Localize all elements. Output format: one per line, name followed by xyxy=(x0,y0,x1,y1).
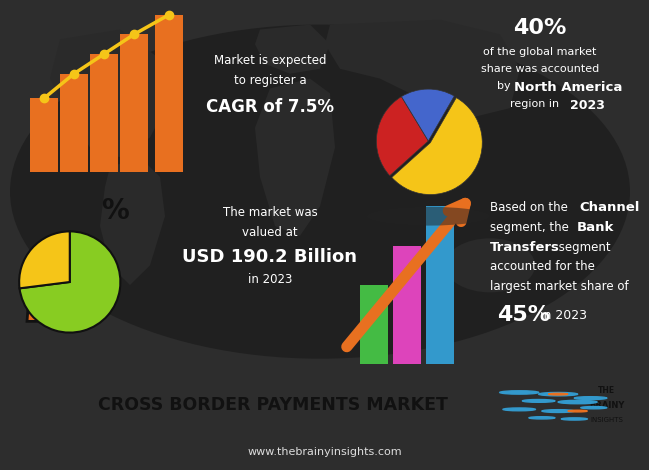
Text: CAGR of 7.5%: CAGR of 7.5% xyxy=(206,98,334,116)
Circle shape xyxy=(558,400,597,404)
Text: Transfers: Transfers xyxy=(490,241,560,254)
Polygon shape xyxy=(50,30,170,157)
Ellipse shape xyxy=(10,24,630,359)
Circle shape xyxy=(500,391,539,394)
Text: 45%: 45% xyxy=(497,305,550,325)
Text: in 2023: in 2023 xyxy=(248,273,292,286)
Text: to register a: to register a xyxy=(234,74,306,86)
Polygon shape xyxy=(255,24,330,74)
Text: segment, the: segment, the xyxy=(490,221,572,234)
Text: USD 190.2 Billion: USD 190.2 Billion xyxy=(182,248,358,266)
Text: Channel: Channel xyxy=(579,202,639,214)
Text: North America: North America xyxy=(514,80,622,94)
Wedge shape xyxy=(402,89,454,141)
Text: The market was: The market was xyxy=(223,206,317,219)
Bar xyxy=(60,74,88,172)
Circle shape xyxy=(542,410,574,413)
Text: INSIGHTS: INSIGHTS xyxy=(591,417,623,423)
Text: largest market share of: largest market share of xyxy=(490,280,629,293)
Polygon shape xyxy=(100,157,165,285)
Text: 40%: 40% xyxy=(513,18,567,38)
Text: segment: segment xyxy=(555,241,611,254)
Circle shape xyxy=(548,393,568,395)
Circle shape xyxy=(574,397,607,400)
Text: Bank: Bank xyxy=(577,221,615,234)
Bar xyxy=(90,54,118,172)
Wedge shape xyxy=(376,97,428,176)
Wedge shape xyxy=(19,231,70,288)
Polygon shape xyxy=(325,20,520,118)
Text: region in: region in xyxy=(510,99,563,109)
Ellipse shape xyxy=(367,207,490,226)
Bar xyxy=(360,285,388,364)
Circle shape xyxy=(522,400,555,402)
Circle shape xyxy=(503,408,535,411)
Wedge shape xyxy=(19,231,120,333)
Bar xyxy=(426,206,454,364)
Text: Market is expected: Market is expected xyxy=(214,54,326,67)
Text: valued at: valued at xyxy=(242,226,298,239)
Bar xyxy=(155,15,183,172)
Bar xyxy=(30,98,58,172)
Text: in 2023: in 2023 xyxy=(536,309,587,321)
Text: accounted for the: accounted for the xyxy=(490,260,595,274)
Text: of the global market: of the global market xyxy=(484,47,596,57)
Circle shape xyxy=(561,418,587,420)
Polygon shape xyxy=(255,78,335,236)
Text: BRAINY: BRAINY xyxy=(589,401,624,410)
Circle shape xyxy=(539,392,578,396)
Text: %: % xyxy=(101,197,129,225)
Polygon shape xyxy=(27,270,97,321)
Text: THE: THE xyxy=(598,386,615,395)
Text: CROSS BORDER PAYMENTS MARKET: CROSS BORDER PAYMENTS MARKET xyxy=(97,396,448,415)
Text: Based on the: Based on the xyxy=(490,202,572,214)
Circle shape xyxy=(581,407,607,409)
Wedge shape xyxy=(392,98,482,195)
Text: 2023: 2023 xyxy=(570,99,605,112)
Text: share was accounted: share was accounted xyxy=(481,64,599,74)
Text: www.thebrainyinsights.com: www.thebrainyinsights.com xyxy=(247,447,402,457)
Circle shape xyxy=(529,417,555,419)
Bar xyxy=(120,34,148,172)
Circle shape xyxy=(568,410,587,412)
Text: by: by xyxy=(497,80,514,91)
Bar xyxy=(393,246,421,364)
Ellipse shape xyxy=(445,238,535,292)
